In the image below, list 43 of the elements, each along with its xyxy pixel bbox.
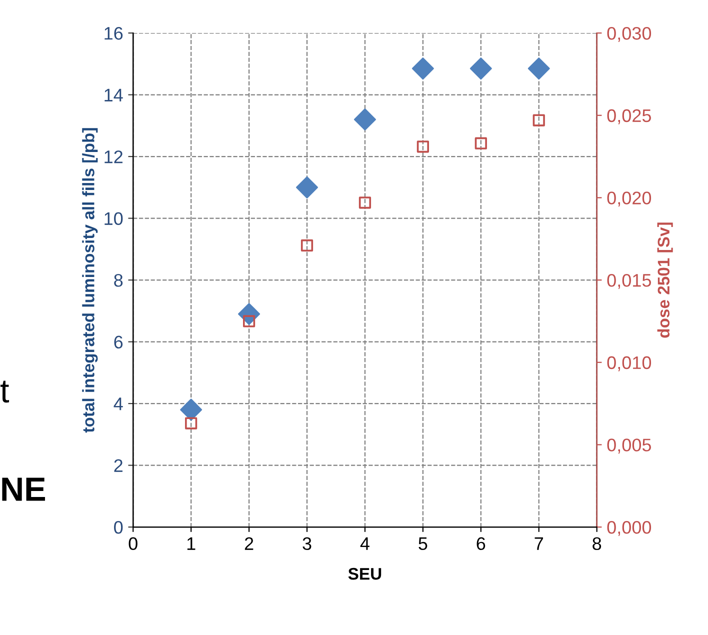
y-tick-label: 12 [104, 150, 122, 164]
y2-tick-label: 0,020 [607, 192, 652, 207]
point [242, 315, 256, 328]
y2-tick-label: 0,025 [607, 109, 651, 124]
y2-tick-label: 0,015 [607, 274, 651, 289]
y2-tick-label: 0,030 [607, 26, 652, 42]
y2-axis-title: dose 2501 [Sv] [657, 222, 673, 338]
text: t [0, 380, 10, 403]
point [358, 196, 372, 209]
point [412, 58, 434, 80]
point [354, 108, 376, 130]
y-tick-label: 6 [114, 336, 123, 349]
x-tick-label: 0 [128, 537, 138, 550]
y-tick-label: 16 [104, 26, 123, 40]
point [470, 58, 492, 80]
x-tick-label: 6 [476, 537, 486, 550]
point [180, 398, 202, 421]
y-tick-label: 8 [114, 274, 123, 287]
text: NE [2, 478, 46, 501]
point [296, 176, 318, 198]
y2-tick-label: 0,005 [607, 438, 651, 454]
x-axis-title: SEU [348, 568, 382, 580]
y-tick-label: 0 [114, 520, 123, 534]
y-tick-label: 2 [114, 459, 122, 472]
y2-tick-label: 0,000 [607, 520, 652, 536]
y-tick-label: 10 [104, 212, 123, 225]
point [185, 417, 198, 430]
point [474, 137, 487, 150]
x-tick-label: 5 [418, 537, 428, 550]
point [528, 58, 550, 80]
y-tick-label: 14 [104, 88, 123, 102]
point [532, 114, 545, 126]
x-tick-label: 3 [302, 537, 312, 550]
y-axis-title: total integrated luminosity all fills [/pb] [82, 128, 98, 433]
point [300, 239, 314, 252]
y2-tick-label: 0,010 [607, 356, 652, 372]
point [416, 140, 429, 153]
x-tick-label: 7 [534, 537, 543, 550]
x-tick-label: 8 [592, 537, 602, 550]
x-tick-label: 4 [360, 537, 370, 550]
x-tick-label: 2 [244, 537, 254, 550]
y-tick-label: 4 [114, 398, 123, 410]
x-tick-label: 1 [187, 537, 196, 550]
